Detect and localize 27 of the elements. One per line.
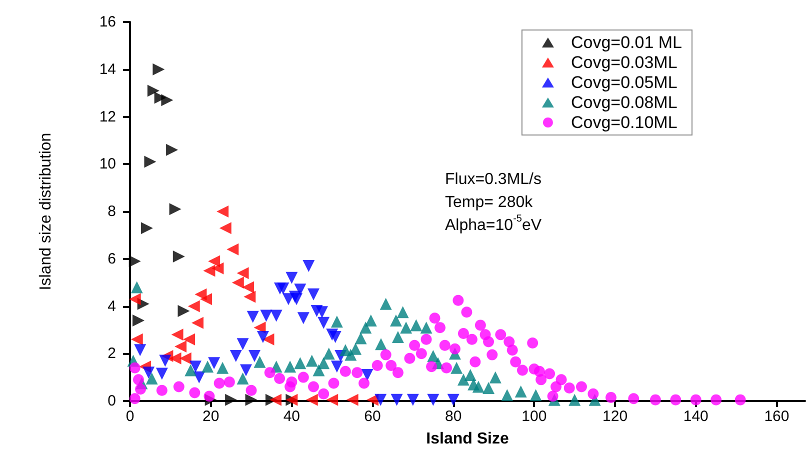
legend-label: Covg=0.05ML: [570, 73, 678, 92]
annotation: Temp= 280k: [445, 194, 534, 211]
y-axis-title: Island size distribution: [38, 132, 54, 290]
y-tick-label: 2: [108, 345, 116, 362]
y-tick-label: 0: [108, 392, 116, 410]
y-tick-label: 16: [99, 14, 116, 30]
legend-label: Covg=0.03ML: [570, 53, 678, 72]
x-axis-title: Island Size: [426, 430, 509, 448]
x-tick-label: 20: [202, 408, 220, 425]
y-tick-label: 6: [108, 250, 116, 268]
y-tick-label: 4: [108, 298, 116, 315]
annotation: Flux=0.3ML/s: [445, 171, 542, 188]
x-tick-label: 40: [283, 408, 300, 425]
legend-label: Covg=0.01 ML: [570, 33, 682, 52]
x-tick-label: 140: [683, 408, 708, 425]
y-tick-label: 8: [108, 203, 116, 220]
legend-label: Covg=0.10ML: [570, 113, 678, 132]
y-tick-label: 10: [99, 156, 116, 173]
x-tick-label: 160: [764, 408, 790, 425]
x-tick-label: 100: [522, 408, 547, 425]
y-tick-label: 14: [99, 60, 116, 78]
x-tick-label: 60: [364, 408, 381, 425]
legend-label: Covg=0.08ML: [570, 93, 678, 112]
x-tick-label: 80: [445, 408, 462, 425]
x-tick-label: 120: [602, 408, 628, 425]
x-tick-label: 0: [126, 408, 134, 425]
y-tick-label: 12: [99, 108, 116, 126]
